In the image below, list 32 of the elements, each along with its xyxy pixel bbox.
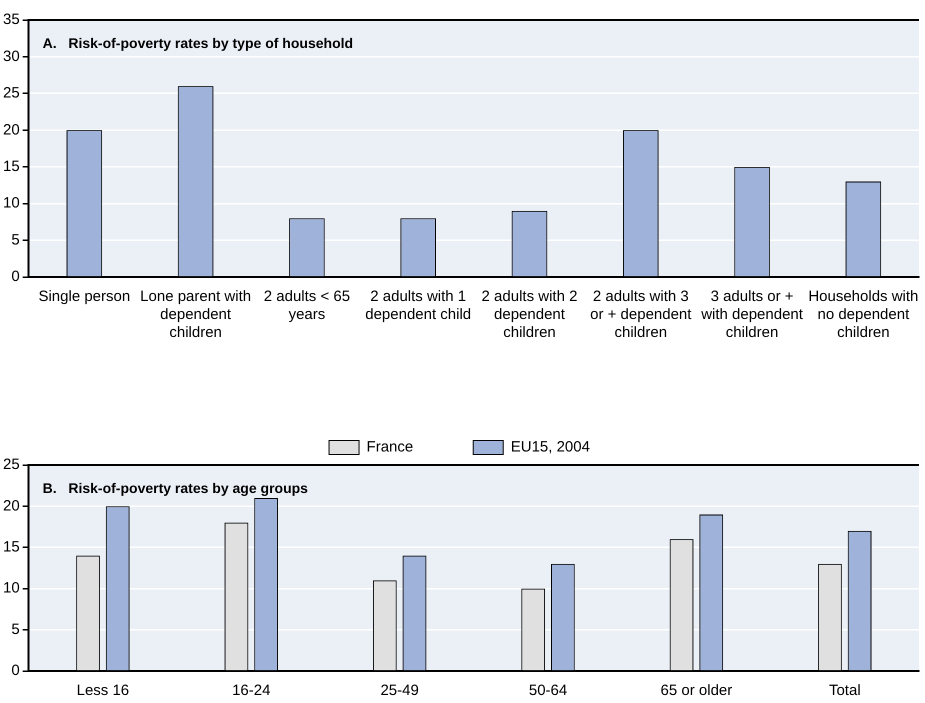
x-tick-label: Total [828, 682, 861, 700]
legend-label: France [366, 438, 414, 456]
y-tick-label: 0 [11, 268, 20, 286]
y-tick-label: 20 [2, 497, 20, 514]
x-tick-label: 16-24 [232, 682, 270, 700]
y-tick-label: 15 [2, 538, 20, 556]
x-tick-label: Less 16 [76, 682, 130, 700]
x-tick-label: 3 adults or + with dependent children [700, 288, 804, 342]
y-tick-label: 10 [2, 194, 20, 212]
y-tick-label: 0 [11, 662, 20, 680]
y-tick-label: 10 [2, 580, 20, 597]
x-tick-label: 2 adults with 1 dependent child [365, 288, 472, 324]
y-tick-label: 5 [11, 620, 20, 638]
x-tick-label: Lone parent with dependent children [140, 288, 252, 342]
text: B. Risk-of-poverty rates by age groups [42, 480, 308, 496]
y-tick-label: 15 [2, 158, 20, 175]
y-tick-label: 30 [2, 48, 20, 65]
y-tick-label: 5 [11, 231, 20, 248]
x-tick-label: 2 adults < 65 years [264, 288, 350, 324]
x-tick-label: 2 adults with 3 or + dependent children [590, 288, 692, 342]
x-tick-label: 2 adults with 2 dependent children [482, 288, 578, 342]
x-tick-label: 25-49 [380, 682, 419, 700]
x-tick-label: 65 or older [660, 682, 732, 700]
x-tick-label: Single person [38, 288, 130, 306]
y-tick-label: 25 [2, 456, 20, 474]
y-tick-label: 20 [2, 121, 20, 138]
y-tick-label: 35 [2, 11, 20, 28]
x-tick-label: 50-64 [528, 682, 568, 700]
text: A. Risk-of-poverty rates by type of household [42, 34, 354, 51]
y-tick-label: 25 [2, 84, 20, 102]
x-tick-label: Households with no dependent children [808, 288, 918, 342]
legend-label: EU15, 2004 [510, 438, 590, 456]
